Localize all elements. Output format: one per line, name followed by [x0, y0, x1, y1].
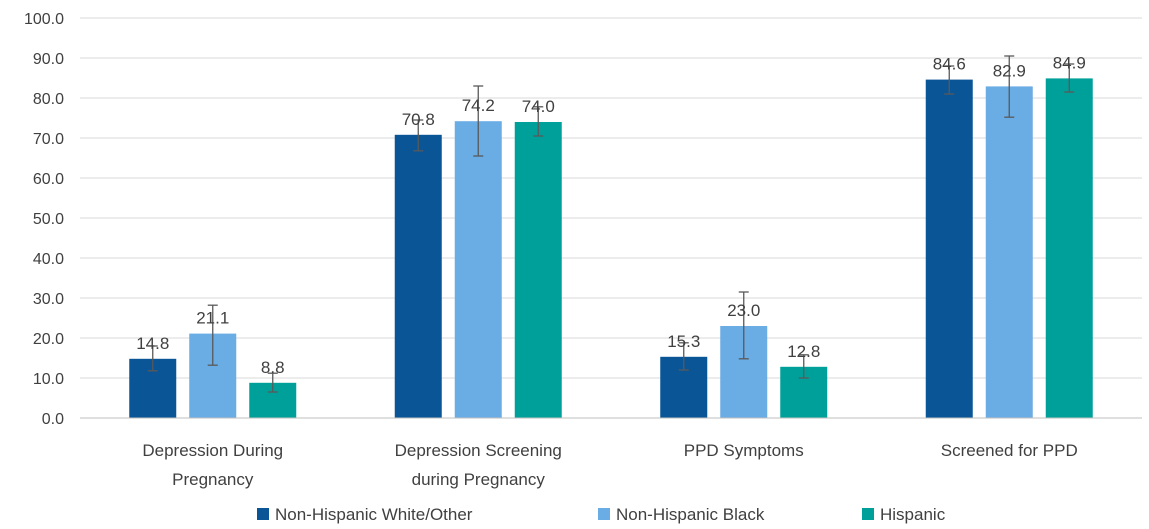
bar	[454, 121, 502, 418]
data-label: 15.3	[667, 332, 700, 351]
bar	[1045, 78, 1093, 419]
data-labels: 14.8 21.1 8.8 70.8 74.2 74.0 15.3 23.0 12.8 84.6 8…	[136, 53, 1086, 376]
y-tick-label: 50.0	[33, 211, 64, 228]
data-label: 74.0	[522, 97, 555, 116]
x-category-label: Screened for PPD	[941, 441, 1078, 460]
error-bars	[147, 55, 1075, 393]
legend-label: Non-Hispanic Black	[616, 505, 765, 524]
bar	[394, 134, 442, 419]
legend: Non-Hispanic White/Other Non-Hispanic Bla…	[257, 505, 946, 524]
y-axis-tick-labels: 0.0 10.0 20.0 30.0 40.0 50.0 60.0 70.0 80.0 90.0 1…	[24, 11, 64, 428]
y-tick-label: 80.0	[33, 91, 64, 108]
data-label: 82.9	[993, 61, 1026, 80]
data-label: 84.9	[1053, 53, 1086, 72]
x-category-label: Depression Screening	[395, 441, 562, 460]
data-label: 8.8	[261, 358, 285, 377]
legend-label: Non-Hispanic White/Other	[275, 505, 473, 524]
legend-swatch	[598, 508, 610, 520]
y-tick-label: 30.0	[33, 291, 64, 308]
bar	[985, 86, 1033, 419]
y-tick-label: 70.0	[33, 131, 64, 148]
data-label: 84.6	[933, 55, 966, 74]
y-tick-label: 90.0	[33, 51, 64, 68]
bar	[925, 79, 973, 418]
data-label: 14.8	[136, 334, 169, 353]
x-category-label: Depression During	[142, 441, 283, 460]
x-category-label: Pregnancy	[172, 470, 254, 489]
x-axis: Depression During Pregnancy Depression Scr…	[80, 417, 1142, 489]
data-label: 74.2	[462, 96, 495, 115]
y-tick-label: 0.0	[42, 411, 64, 428]
x-category-label: during Pregnancy	[412, 470, 546, 489]
data-label: 70.8	[402, 110, 435, 129]
y-tick-label: 20.0	[33, 331, 64, 348]
y-tick-label: 100.0	[24, 11, 64, 28]
legend-swatch	[257, 508, 269, 520]
legend-swatch	[862, 508, 874, 520]
y-tick-label: 10.0	[33, 371, 64, 388]
data-label: 12.8	[787, 342, 820, 361]
x-category-label: PPD Symptoms	[684, 441, 804, 460]
data-label: 23.0	[727, 301, 760, 320]
legend-label: Hispanic	[880, 505, 946, 524]
bar	[514, 122, 562, 418]
gridlines	[80, 17, 1142, 379]
data-label: 21.1	[196, 309, 229, 328]
y-tick-label: 40.0	[33, 251, 64, 268]
y-tick-label: 60.0	[33, 171, 64, 188]
